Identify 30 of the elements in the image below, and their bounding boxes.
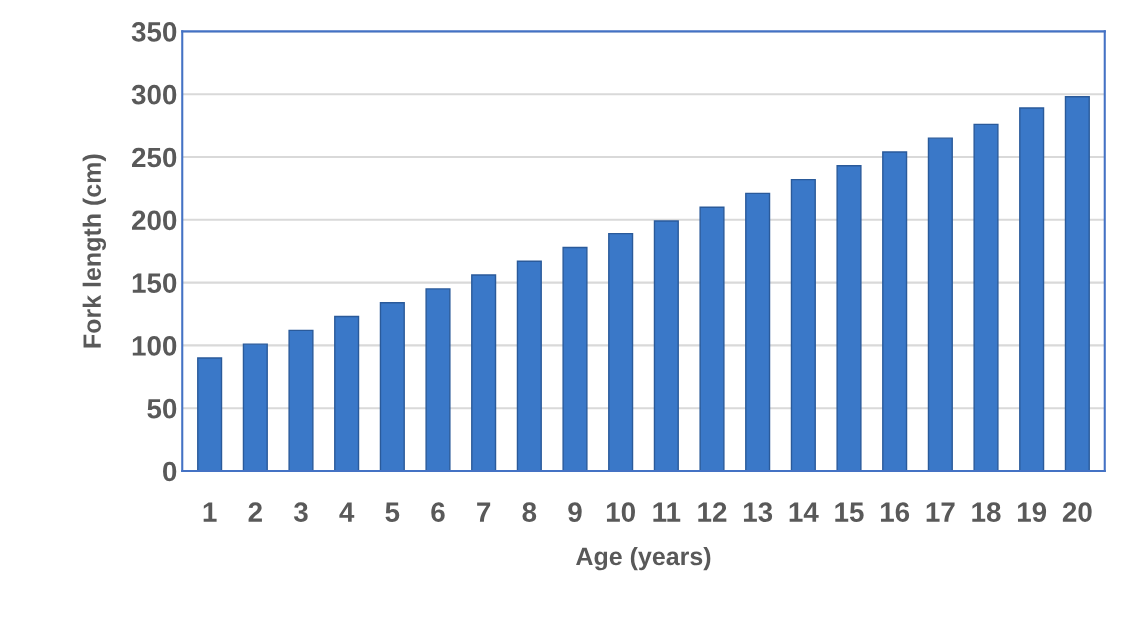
- y-axis-title: Fork length (cm): [82, 154, 107, 348]
- x-tick-label: 15: [835, 502, 864, 522]
- y-tick-label: 250: [132, 147, 177, 168]
- x-tick-label: 2: [248, 502, 262, 522]
- x-axis-title: Age (years): [576, 546, 711, 571]
- y-tick-label: 150: [132, 273, 177, 293]
- x-tick-label: 18: [972, 502, 1001, 522]
- y-tick-label: 50: [147, 398, 177, 419]
- x-tick-label: 19: [1017, 502, 1047, 522]
- x-tick-label: 20: [1062, 502, 1092, 522]
- y-tick-label: 200: [132, 210, 177, 231]
- x-tick-label: 17: [926, 502, 955, 522]
- x-tick-label: 3: [293, 502, 308, 522]
- x-tick-label: 7: [477, 502, 491, 522]
- x-tick-label: 5: [385, 502, 400, 522]
- y-tick-label: 100: [132, 336, 177, 356]
- x-tick-label: 16: [880, 502, 910, 522]
- x-tick-label: 13: [743, 502, 773, 522]
- x-tick-label: 6: [431, 502, 445, 522]
- x-tick-label: 14: [789, 502, 819, 522]
- x-tick-label: 4: [339, 502, 355, 522]
- x-tick-label: 10: [606, 502, 635, 522]
- y-tick-label: 350: [131, 22, 177, 42]
- x-tick-label: 12: [698, 502, 727, 522]
- x-tick-label: 9: [568, 502, 582, 522]
- x-tick-label: 8: [522, 502, 537, 522]
- y-tick-label: 300: [131, 84, 177, 105]
- y-tick-label: 0: [163, 461, 177, 482]
- x-tick-label: 1: [203, 502, 217, 522]
- x-tick-label: 11: [653, 502, 681, 522]
